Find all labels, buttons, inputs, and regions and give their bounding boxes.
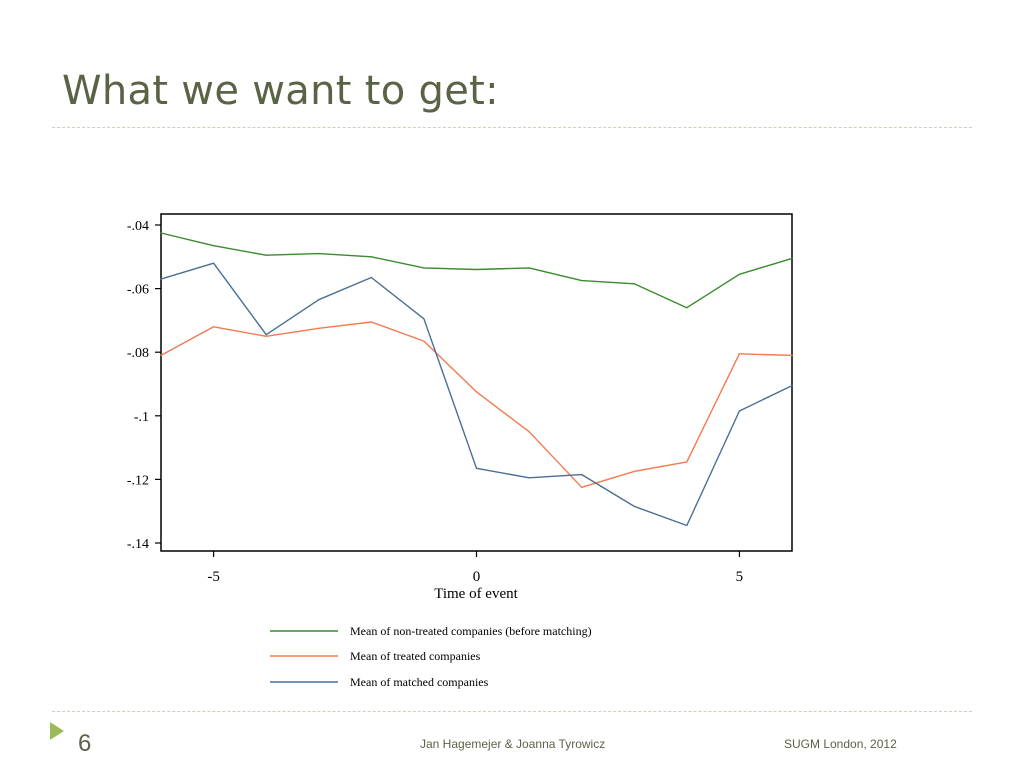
data-point bbox=[370, 276, 372, 279]
data-point bbox=[318, 299, 320, 301]
data-point bbox=[581, 280, 583, 282]
data-point bbox=[686, 524, 688, 527]
data-point bbox=[581, 474, 583, 476]
data-point bbox=[528, 267, 530, 269]
data-point bbox=[370, 321, 372, 323]
legend-label-2: Mean of treated companies bbox=[350, 649, 481, 663]
data-point bbox=[633, 283, 635, 285]
data-point bbox=[528, 477, 530, 479]
data-point bbox=[212, 262, 215, 264]
x-tick-label: 5 bbox=[736, 569, 744, 585]
page-number: 6 bbox=[78, 730, 92, 757]
legend-label-1: Mean of non-treated companies (before ma… bbox=[350, 624, 592, 638]
data-point bbox=[528, 431, 530, 433]
data-point bbox=[633, 505, 635, 508]
data-point bbox=[791, 384, 793, 387]
footer-author: Jan Hagemejer & Joanna Tyrowicz bbox=[420, 737, 606, 751]
data-point bbox=[212, 326, 215, 328]
data-point bbox=[738, 410, 741, 412]
data-point bbox=[160, 232, 162, 234]
footer-event: SUGM London, 2012 bbox=[784, 737, 897, 751]
data-point bbox=[475, 467, 478, 469]
y-tick-label: -.04 bbox=[127, 219, 149, 234]
data-point bbox=[475, 268, 478, 271]
y-tick-label: -.1 bbox=[134, 410, 149, 425]
slide-title: What we want to get: bbox=[62, 68, 499, 114]
x-axis-label: Time of event bbox=[434, 586, 518, 602]
x-tick-label: 0 bbox=[473, 569, 481, 585]
data-point bbox=[318, 327, 320, 329]
data-point bbox=[212, 245, 215, 247]
data-point bbox=[686, 461, 688, 463]
data-point bbox=[686, 307, 688, 309]
data-point bbox=[423, 267, 425, 269]
y-tick-label: -.08 bbox=[127, 346, 149, 361]
data-point bbox=[633, 470, 635, 473]
plot-area bbox=[160, 213, 793, 552]
footer-arrow-icon bbox=[50, 722, 64, 740]
data-point bbox=[581, 486, 583, 488]
data-point bbox=[370, 256, 372, 258]
data-point bbox=[423, 318, 425, 320]
legend-label-3: Mean of matched companies bbox=[350, 675, 489, 689]
title-divider bbox=[52, 127, 972, 128]
data-point bbox=[475, 391, 478, 393]
data-point bbox=[738, 273, 741, 275]
data-point bbox=[265, 254, 267, 256]
data-point bbox=[160, 278, 162, 280]
data-point bbox=[265, 334, 267, 336]
data-point bbox=[791, 257, 793, 259]
data-point bbox=[160, 354, 162, 356]
x-tick-label: -5 bbox=[207, 569, 220, 585]
data-point bbox=[791, 354, 793, 356]
data-point bbox=[318, 253, 320, 255]
y-tick-label: -.14 bbox=[127, 537, 149, 552]
y-tick-label: -.12 bbox=[127, 473, 149, 488]
data-point bbox=[738, 353, 741, 355]
y-tick-label: -.06 bbox=[127, 283, 149, 298]
data-point bbox=[265, 335, 267, 337]
footer-divider bbox=[52, 711, 972, 712]
data-point bbox=[423, 340, 425, 342]
